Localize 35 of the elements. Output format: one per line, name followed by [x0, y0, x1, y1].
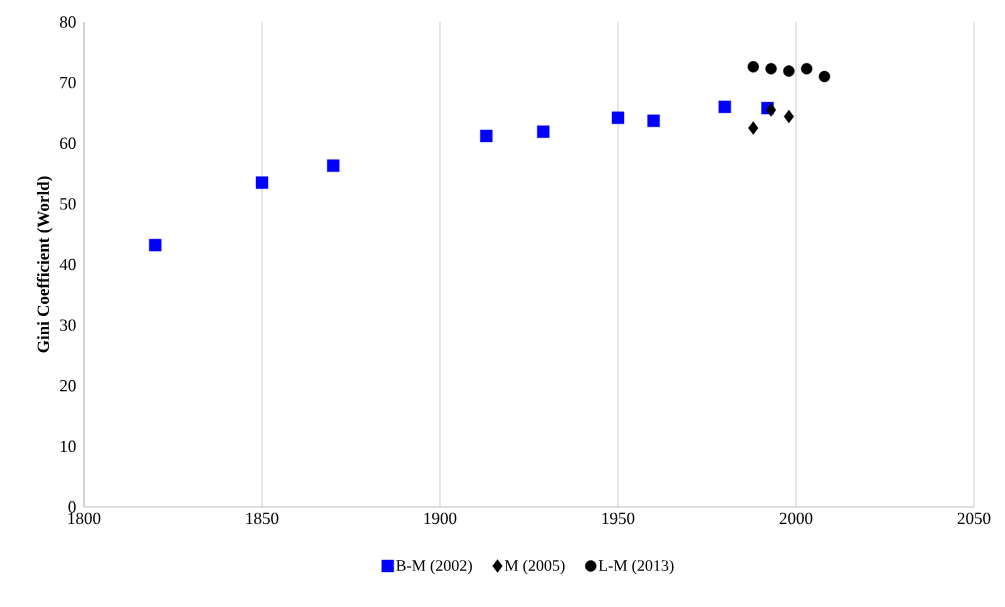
- y-tick-label: 50: [60, 198, 76, 210]
- point: [611, 111, 625, 124]
- legend-label: L-M (2013): [598, 559, 674, 575]
- point: [327, 159, 340, 172]
- point: [748, 121, 759, 135]
- y-tick-label: 0: [68, 501, 76, 513]
- y-tick-label: 70: [60, 76, 76, 89]
- point: [255, 176, 269, 189]
- point: [537, 125, 550, 138]
- point: [800, 62, 813, 75]
- y-axis-title: Gini Coefficient (World): [36, 176, 53, 353]
- x-tick-label: 1850: [246, 512, 279, 525]
- y-tick-label: 20: [60, 380, 76, 392]
- legend-label: B-M (2002): [396, 559, 472, 575]
- point: [647, 114, 660, 128]
- point: [480, 129, 493, 143]
- y-tick-label: 30: [60, 319, 76, 331]
- y-tick-label: 80: [59, 16, 76, 28]
- x-tick-label: 1800: [68, 512, 101, 525]
- y-tick-label: 10: [60, 440, 76, 453]
- legend-label: M (2005): [504, 559, 565, 575]
- y-tick-label: 60: [60, 137, 76, 149]
- point: [747, 61, 759, 73]
- point: [766, 103, 777, 117]
- point: [718, 100, 731, 114]
- point: [765, 62, 777, 75]
- x-tick-label: 2050: [957, 512, 991, 525]
- point: [149, 238, 162, 252]
- point: [818, 70, 831, 83]
- point: [783, 109, 794, 124]
- point: [783, 65, 795, 77]
- y-tick-label: 40: [59, 258, 76, 271]
- x-tick-label: 1900: [424, 512, 457, 525]
- x-tick-label: 1950: [602, 512, 635, 525]
- x-tick-label: 2000: [779, 512, 813, 525]
